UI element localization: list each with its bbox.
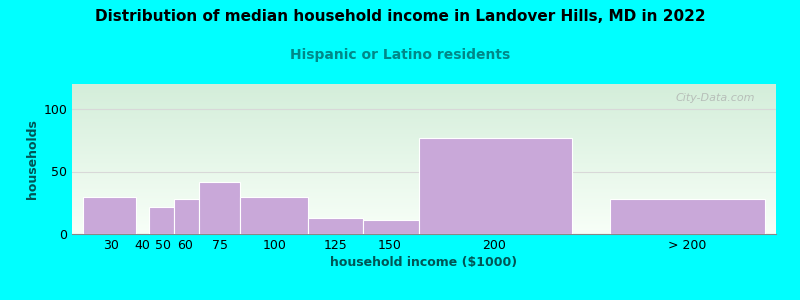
- Bar: [240, 196, 308, 234]
- Text: Hispanic or Latino residents: Hispanic or Latino residents: [290, 48, 510, 62]
- Text: Distribution of median household income in Landover Hills, MD in 2022: Distribution of median household income …: [94, 9, 706, 24]
- Bar: [83, 196, 135, 234]
- Bar: [150, 206, 174, 234]
- Bar: [199, 182, 240, 234]
- X-axis label: household income ($1000): household income ($1000): [330, 256, 518, 269]
- Bar: [308, 218, 362, 234]
- Bar: [610, 199, 765, 234]
- Bar: [419, 138, 572, 234]
- Bar: [362, 220, 419, 234]
- Bar: [174, 199, 199, 234]
- Y-axis label: households: households: [26, 119, 39, 199]
- Text: City-Data.com: City-Data.com: [675, 93, 755, 103]
